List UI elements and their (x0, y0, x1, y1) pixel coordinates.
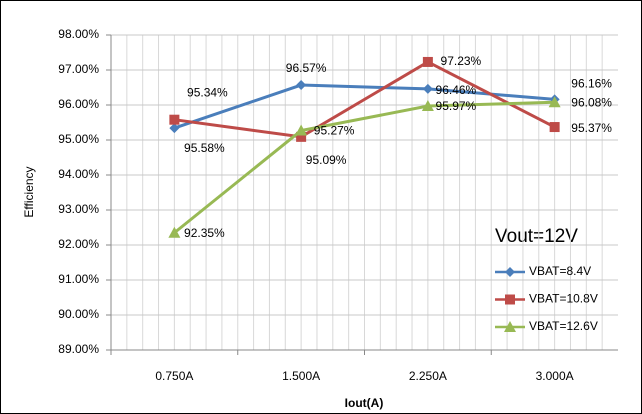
series-line (173, 100, 555, 234)
y-tick-label: 93.00% (58, 202, 99, 216)
marker (548, 96, 561, 108)
data-label: 95.58% (184, 141, 225, 155)
y-tick-label: 98.00% (58, 27, 99, 41)
data-label: 92.35% (184, 226, 225, 240)
marker (421, 100, 434, 112)
marker (504, 321, 516, 332)
series-line (174, 60, 556, 139)
marker (422, 83, 433, 94)
data-label: 97.23% (441, 54, 482, 68)
x-tick-label: 0.750A (155, 369, 193, 383)
data-label: 95.34% (187, 85, 228, 99)
y-tick-label: 91.00% (58, 272, 99, 286)
data-label: 96.46% (436, 83, 477, 97)
data-label: 95.37% (571, 121, 612, 135)
x-tick-label: 2.250A (409, 369, 447, 383)
x-axis-label: Iout(A) (345, 396, 384, 410)
data-label: 96.57% (286, 61, 327, 75)
x-tick-label: 3.000A (536, 369, 574, 383)
marker (505, 267, 515, 277)
marker (505, 294, 515, 305)
y-tick-label: 89.00% (58, 342, 99, 356)
marker (549, 122, 560, 133)
y-tick-label: 95.00% (58, 132, 99, 146)
y-axis-label: Efficiency (22, 166, 36, 217)
legend-label: VBAT=8.4V (529, 264, 591, 278)
x-tick-label: 1.500A (282, 369, 320, 383)
y-tick-label: 96.00% (58, 97, 99, 111)
data-label: 95.27% (314, 124, 355, 138)
marker (422, 56, 433, 67)
data-label: 95.09% (306, 153, 347, 167)
marker (296, 80, 307, 91)
marker (169, 123, 180, 134)
annotation: Vout=12V (495, 226, 578, 247)
marker (169, 114, 180, 125)
y-tick-label: 97.00% (58, 62, 99, 76)
data-label: 96.16% (571, 77, 612, 91)
data-label: 96.08% (571, 95, 612, 109)
legend-label: VBAT=10.8V (529, 292, 598, 306)
y-tick-label: 94.00% (58, 167, 99, 181)
y-tick-label: 90.00% (58, 307, 99, 321)
marker (295, 124, 308, 136)
y-tick-label: 92.00% (58, 237, 99, 251)
data-label: 95.97% (436, 99, 477, 113)
legend-label: VBAT=12.6V (529, 319, 598, 333)
marker (296, 131, 307, 142)
marker (168, 226, 181, 238)
